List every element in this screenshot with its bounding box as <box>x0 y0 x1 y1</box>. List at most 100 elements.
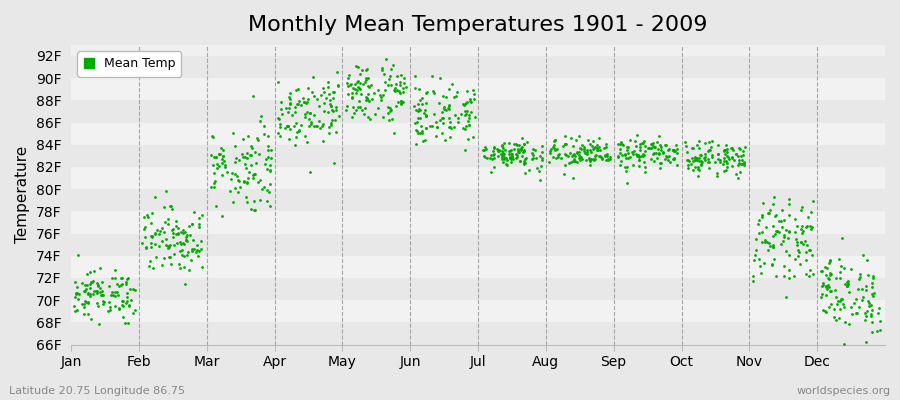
Point <box>626 148 641 154</box>
Point <box>408 73 422 80</box>
Point <box>383 105 398 112</box>
Point <box>111 288 125 295</box>
Point <box>738 144 752 150</box>
Point <box>192 248 206 254</box>
Point <box>83 291 97 297</box>
Point <box>791 247 806 253</box>
Point <box>705 138 719 144</box>
Point <box>289 120 303 126</box>
Point <box>479 146 493 152</box>
Point <box>191 252 205 259</box>
Point <box>247 93 261 100</box>
Point <box>634 147 648 154</box>
Point <box>322 100 337 107</box>
Point <box>436 114 451 121</box>
Point <box>324 119 338 126</box>
Point <box>427 90 441 96</box>
Point <box>731 175 745 181</box>
Point <box>290 129 304 136</box>
Point <box>535 149 549 155</box>
Point <box>448 112 463 118</box>
Point <box>244 152 258 158</box>
Point <box>302 116 316 122</box>
Point <box>410 118 425 125</box>
Point <box>192 221 206 228</box>
Point <box>166 234 180 240</box>
Point <box>690 155 705 161</box>
Point <box>546 144 561 150</box>
Point <box>121 276 135 283</box>
Point <box>94 288 109 294</box>
Point <box>582 140 597 147</box>
Point <box>350 87 365 93</box>
Point <box>670 146 685 152</box>
Point <box>824 288 838 294</box>
Point <box>360 66 374 72</box>
Point <box>638 168 652 175</box>
Point <box>347 85 362 92</box>
Point <box>822 284 836 290</box>
Point <box>758 239 772 245</box>
Point <box>502 148 517 154</box>
Point <box>455 125 470 131</box>
Point <box>70 252 85 258</box>
Point <box>652 150 667 157</box>
Point <box>500 157 514 163</box>
Point <box>461 136 475 142</box>
Point <box>526 152 540 158</box>
Point <box>754 214 769 221</box>
Point <box>788 256 802 262</box>
Point <box>690 163 705 170</box>
Point <box>595 155 609 162</box>
Point <box>819 283 833 289</box>
Point <box>86 291 100 298</box>
Point <box>585 146 599 152</box>
Point <box>667 155 681 162</box>
Point <box>192 224 206 230</box>
Point <box>496 150 510 156</box>
Point <box>598 152 612 159</box>
Point <box>680 162 695 168</box>
Point <box>505 153 519 159</box>
Point <box>391 86 405 93</box>
Point <box>763 206 778 213</box>
Point <box>122 303 136 309</box>
Bar <box>71 256 885 278</box>
Point <box>572 149 586 156</box>
Point <box>419 112 434 118</box>
Bar <box>71 145 885 167</box>
Point <box>842 321 856 327</box>
Point <box>329 128 344 135</box>
Point <box>771 218 786 224</box>
Point <box>325 117 339 123</box>
Point <box>846 300 860 306</box>
Point <box>805 209 819 215</box>
Point <box>263 162 277 168</box>
Point <box>94 292 108 298</box>
Point <box>499 154 513 161</box>
Point <box>520 139 535 145</box>
Point <box>155 262 169 269</box>
Point <box>734 169 748 175</box>
Point <box>389 103 403 109</box>
Point <box>790 253 805 259</box>
Point <box>143 258 157 264</box>
Point <box>392 88 406 94</box>
Point <box>762 242 777 249</box>
Point <box>146 265 160 272</box>
Point <box>410 115 425 121</box>
Point <box>760 247 775 254</box>
Point <box>383 106 398 113</box>
Point <box>788 229 803 236</box>
Point <box>442 103 456 110</box>
Point <box>355 91 369 97</box>
Point <box>799 257 814 263</box>
Point <box>695 158 709 165</box>
Point <box>616 142 630 148</box>
Point <box>298 114 312 120</box>
Point <box>397 75 411 81</box>
Point <box>478 144 492 150</box>
Point <box>705 152 719 158</box>
Point <box>686 145 700 151</box>
Point <box>526 156 540 162</box>
